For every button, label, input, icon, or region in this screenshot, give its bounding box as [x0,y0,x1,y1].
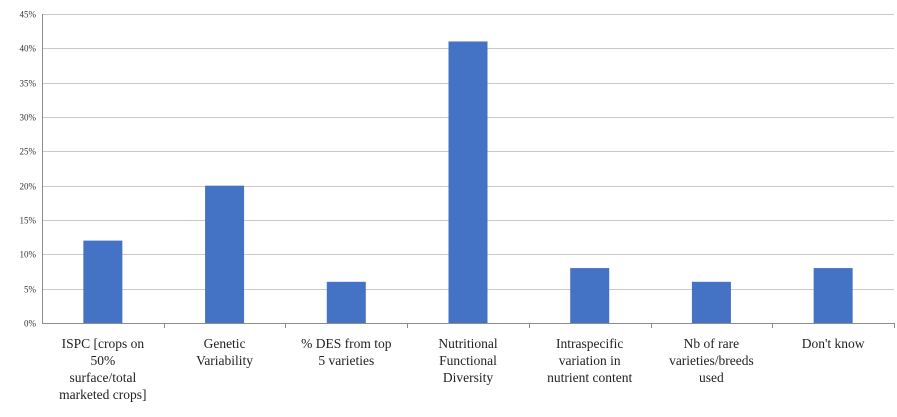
y-tick-label: 20% [20,182,37,192]
x-category-label: varieties/breeds [669,353,754,368]
y-tick-label: 45% [20,10,37,20]
x-category-label: Genetic [204,336,246,351]
y-tick-label: 25% [20,147,37,157]
y-tick-label: 35% [20,79,37,89]
x-category-label: Nb of rare [684,336,739,351]
x-category-label: used [699,370,724,385]
x-category-label: ISPC [crops on [62,336,145,351]
bar [326,281,366,323]
x-category-label: 50% [90,353,115,368]
x-category-label: Variability [196,353,253,368]
y-tick-label: 10% [20,250,37,260]
bar [83,240,123,323]
x-category-label: Intraspecific [556,336,623,351]
x-category-label: variation in [559,353,621,368]
x-category-label: 5 varieties [318,353,374,368]
bar [813,268,853,323]
x-category-label: Functional [439,353,497,368]
x-category-label: % DES from top [301,336,392,351]
x-category-label: Nutritional [438,336,497,351]
x-category-label: Don't know [802,336,865,351]
y-tick-label: 40% [20,44,37,54]
y-tick-label: 15% [20,216,37,226]
x-category-label: nutrient content [547,370,632,385]
bar [448,41,488,323]
y-tick-label: 5% [24,285,37,295]
bar [691,281,731,323]
x-category-label: marketed crops] [59,387,146,402]
bar [205,185,245,323]
y-tick-label: 30% [20,113,37,123]
y-tick-label: 0% [24,319,37,329]
x-category-label: surface/total [69,370,136,385]
x-category-label: Diversity [443,370,493,385]
bar [570,268,610,323]
